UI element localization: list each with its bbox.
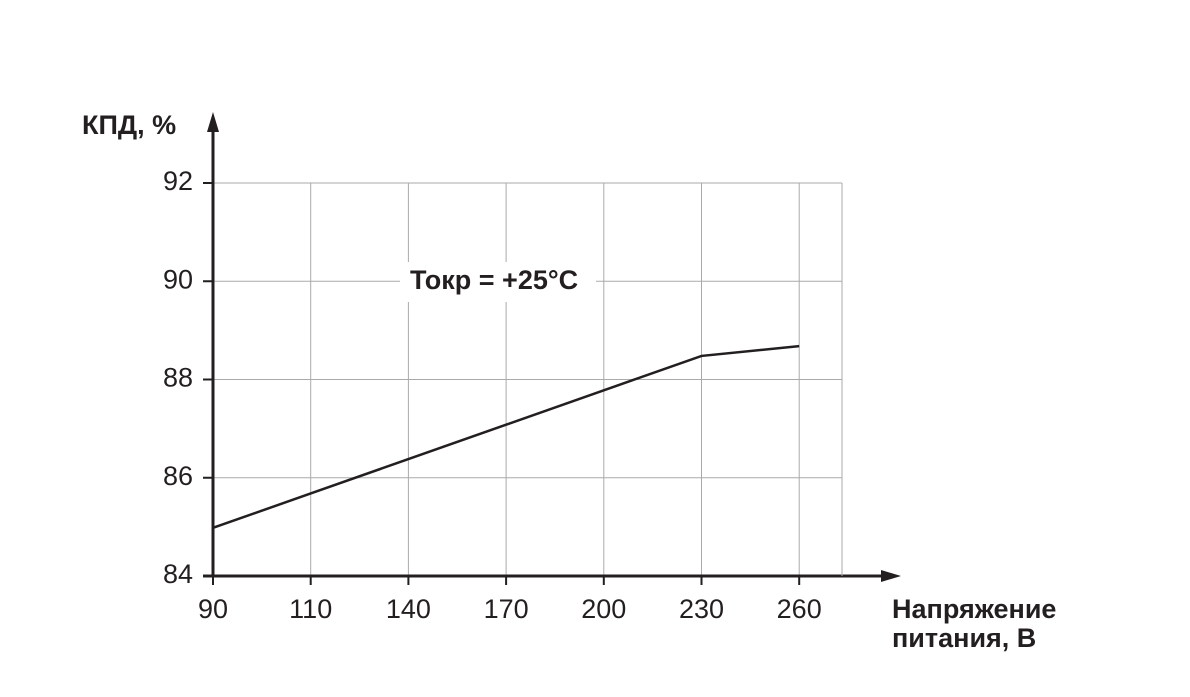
x-tick-label: 110 [289, 594, 332, 624]
x-axis-label: Напряжение [892, 594, 1056, 624]
y-tick-label: 92 [163, 166, 193, 196]
y-tick-label: 84 [163, 559, 193, 589]
x-tick-label: 140 [386, 594, 431, 624]
y-axis-label: КПД, % [82, 110, 176, 140]
y-tick-label: 86 [163, 461, 193, 491]
annotation-bg [400, 262, 596, 302]
x-axis-label: питания, В [892, 623, 1036, 653]
x-tick-label: 260 [777, 594, 822, 624]
line [212, 344, 800, 530]
y-tick-label: 90 [163, 264, 193, 294]
annotation: Токр = +25°C [410, 265, 578, 295]
y-tick-label: 88 [163, 363, 193, 393]
y-axis-arrow [207, 112, 219, 132]
grid [213, 182, 842, 577]
x-tick-label: 170 [484, 594, 529, 624]
x-tick-label: 230 [679, 594, 724, 624]
x-tick-label: 90 [198, 594, 228, 624]
x-axis-arrow [881, 570, 901, 582]
x-tick-label: 200 [581, 594, 626, 624]
